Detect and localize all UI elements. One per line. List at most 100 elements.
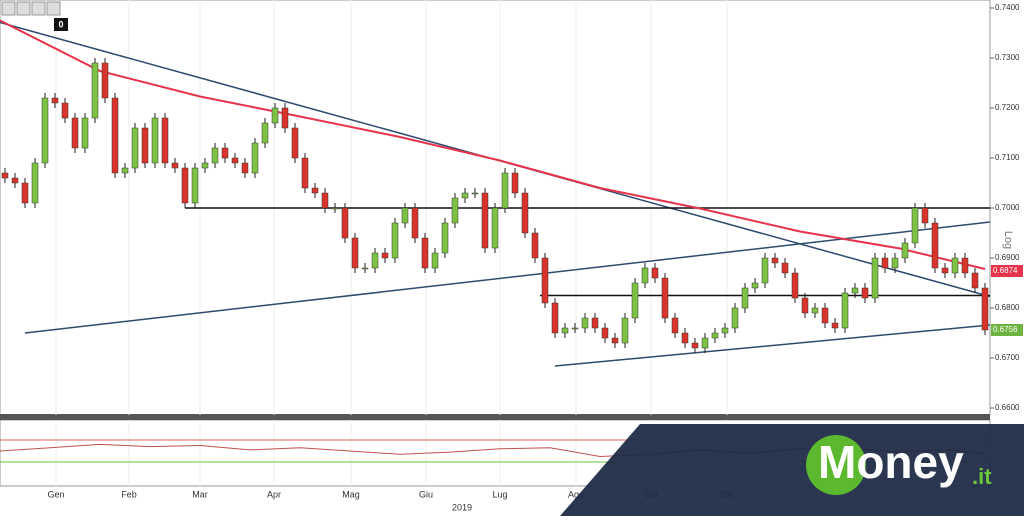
candle-body — [11, 177, 19, 184]
candle-body — [481, 192, 489, 249]
y-tick-label: 0.7000 — [995, 203, 1020, 212]
y-tick-label: 0.7300 — [995, 53, 1020, 62]
candle-body — [601, 327, 609, 339]
candle-body — [171, 162, 179, 169]
candle-body — [721, 327, 729, 334]
badge-box — [54, 18, 68, 31]
candle-body — [281, 107, 289, 129]
candle-body — [81, 117, 89, 149]
candle-body — [851, 287, 859, 294]
candle-body — [911, 207, 919, 244]
candle-body — [401, 207, 409, 224]
x-tick-label: Giu — [419, 489, 433, 499]
candle-body — [571, 327, 579, 330]
candle-body — [301, 157, 309, 189]
candle-body — [731, 307, 739, 329]
x-tick-label: Mar — [192, 489, 208, 499]
candle-body — [181, 167, 189, 204]
candle-body — [381, 252, 389, 259]
candle-body — [661, 277, 669, 319]
y-tick-label: 0.7100 — [995, 153, 1020, 162]
y-tick-label: 0.6800 — [995, 303, 1020, 312]
candle-body — [391, 222, 399, 259]
watermark-band — [560, 424, 1024, 516]
candle-body — [291, 127, 299, 159]
candle-body — [801, 297, 809, 314]
candle-body — [251, 142, 259, 174]
candle-body — [631, 282, 639, 319]
candle-body — [131, 127, 139, 169]
tool-button[interactable] — [1, 1, 16, 16]
candle-body — [161, 117, 169, 164]
candle-body — [861, 287, 869, 299]
candle-body — [961, 257, 969, 274]
candle-body — [501, 172, 509, 209]
x-tick-label: Feb — [121, 489, 137, 499]
candle-body — [551, 302, 559, 334]
candle-body — [971, 272, 979, 289]
candle-body — [751, 282, 759, 289]
candle-body — [351, 237, 359, 269]
candle-body — [1, 172, 9, 179]
candle-body — [901, 242, 909, 259]
logo-suffix: .it — [972, 464, 992, 489]
candle-body — [781, 262, 789, 274]
tool-button[interactable] — [46, 1, 61, 16]
candle-body — [711, 332, 719, 339]
candle-body — [111, 97, 119, 174]
candle-body — [921, 207, 929, 224]
candle-body — [91, 62, 99, 119]
candle-body — [541, 257, 549, 304]
candle-body — [521, 192, 529, 234]
x-tick-label: Gen — [47, 489, 64, 499]
candle-body — [531, 232, 539, 259]
candle-body — [691, 342, 699, 349]
candle-body — [371, 252, 379, 269]
y-tick-label: 0.7400 — [995, 3, 1020, 12]
candle-body — [741, 287, 749, 309]
candle-body — [101, 62, 109, 99]
candle-body — [311, 187, 319, 194]
candle-body — [61, 102, 69, 119]
y-tick-label: 0.6700 — [995, 353, 1020, 362]
candle-body — [771, 257, 779, 264]
trendline — [554, 324, 991, 367]
candle-body — [471, 192, 479, 195]
tool-button[interactable] — [16, 1, 31, 16]
candle-body — [121, 167, 129, 174]
tool-button[interactable] — [31, 1, 46, 16]
candle-body — [611, 337, 619, 344]
price-box — [991, 265, 1023, 277]
logo-circle — [806, 435, 866, 495]
x-tick-label: Lug — [492, 489, 507, 499]
candle-body — [651, 267, 659, 279]
candle-body — [581, 317, 589, 329]
price-label: 0.6874 — [993, 266, 1018, 275]
candle-body — [881, 257, 889, 269]
candle-body — [361, 267, 369, 270]
badge: 0 — [58, 19, 63, 29]
candle-body — [151, 117, 159, 164]
scale-label: Log — [1002, 231, 1014, 249]
candle-body — [191, 167, 199, 204]
candle-body — [621, 317, 629, 344]
candle-body — [441, 222, 449, 254]
candle-body — [21, 182, 29, 204]
y-tick-label: 0.6600 — [995, 403, 1020, 412]
candle-body — [461, 192, 469, 199]
candle-body — [591, 317, 599, 329]
candle-body — [931, 222, 939, 269]
candle-body — [451, 197, 459, 224]
candle-body — [221, 147, 229, 159]
candle-body — [51, 97, 59, 104]
candle-body — [331, 207, 339, 210]
candle-body — [811, 307, 819, 314]
candle-body — [791, 272, 799, 299]
candle-body — [841, 292, 849, 329]
candle-body — [231, 157, 239, 164]
price-label: 0.6756 — [993, 325, 1018, 334]
y-tick-label: 0.6900 — [995, 253, 1020, 262]
candle-body — [511, 172, 519, 194]
